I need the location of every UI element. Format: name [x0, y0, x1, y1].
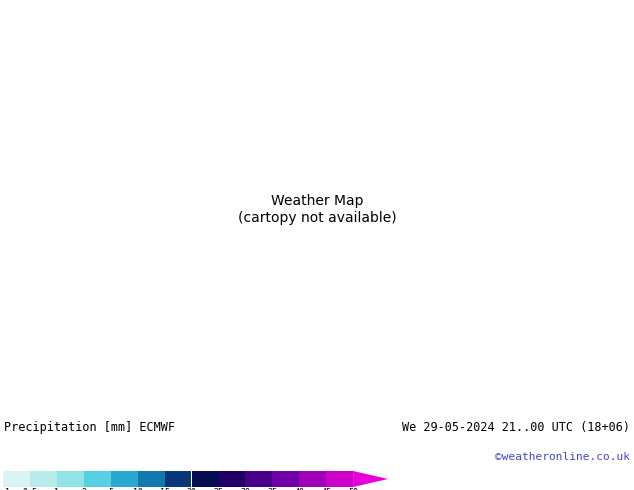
Text: 25: 25: [214, 488, 223, 490]
Text: 30: 30: [240, 488, 250, 490]
Text: 15: 15: [160, 488, 169, 490]
Bar: [165, 471, 191, 487]
Text: ©weatheronline.co.uk: ©weatheronline.co.uk: [495, 452, 630, 462]
Bar: [299, 471, 326, 487]
Text: 45: 45: [321, 488, 331, 490]
Text: 35: 35: [268, 488, 277, 490]
Text: 0.5: 0.5: [22, 488, 37, 490]
Bar: [84, 471, 111, 487]
Bar: [111, 471, 138, 487]
Bar: [3, 471, 30, 487]
Text: 5: 5: [108, 488, 113, 490]
Text: 0.1: 0.1: [0, 488, 11, 490]
Text: 20: 20: [186, 488, 197, 490]
Bar: [57, 471, 84, 487]
Polygon shape: [353, 471, 388, 487]
Text: Weather Map
(cartopy not available): Weather Map (cartopy not available): [238, 195, 396, 224]
Text: 40: 40: [294, 488, 304, 490]
Bar: [191, 471, 219, 487]
Text: 10: 10: [133, 488, 143, 490]
Bar: [219, 471, 245, 487]
Bar: [245, 471, 272, 487]
Text: 1: 1: [55, 488, 60, 490]
Bar: [30, 471, 57, 487]
Text: We 29-05-2024 21..00 UTC (18+06): We 29-05-2024 21..00 UTC (18+06): [402, 421, 630, 434]
Bar: [326, 471, 353, 487]
Text: 50: 50: [348, 488, 358, 490]
Text: Precipitation [mm] ECMWF: Precipitation [mm] ECMWF: [4, 421, 175, 434]
Bar: [272, 471, 299, 487]
Text: 2: 2: [81, 488, 86, 490]
Bar: [138, 471, 165, 487]
